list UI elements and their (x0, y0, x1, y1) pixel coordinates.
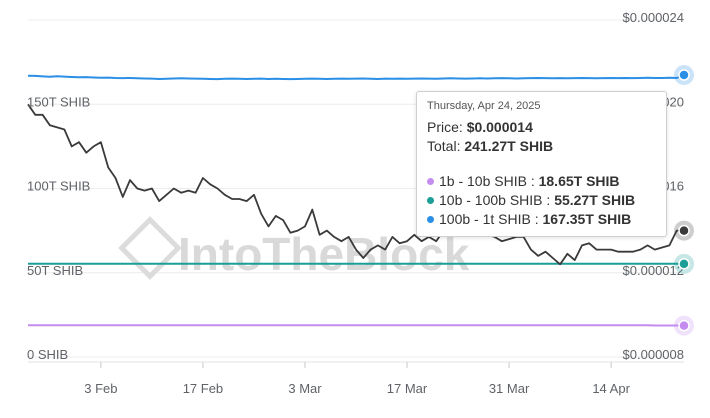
tooltip-row-label: 100b - 1t SHIB : (439, 211, 543, 227)
end-marker (678, 224, 690, 237)
series-layer (27, 74, 685, 327)
tooltip-total: Total: 241.27T SHIB (427, 137, 656, 156)
series-color-dot (427, 196, 434, 204)
end-marker (678, 258, 690, 270)
x-tick-label: 17 Feb (183, 381, 223, 396)
watermark-logo-icon (118, 216, 182, 280)
y-right-tick-label: $0.000024 (623, 10, 684, 25)
end-marker (678, 319, 690, 332)
tooltip-total-label: Total: (427, 138, 465, 154)
x-tick-label: 3 Feb (84, 381, 117, 396)
series-line (27, 103, 684, 266)
tooltip-price-value: $0.000014 (466, 119, 533, 135)
tooltip: Thursday, Apr 24, 2025 Price: $0.000014 … (416, 91, 667, 237)
tooltip-row-value: 55.27T SHIB (554, 192, 636, 208)
y-left-tick-label: 0 SHIB (27, 347, 68, 362)
tooltip-row-value: 18.65T SHIB (538, 173, 620, 189)
x-tick-label: 17 Mar (387, 381, 428, 396)
tooltip-row-100b-1t: 100b - 1t SHIB : 167.35T SHIB (427, 210, 656, 229)
tooltip-price: Price: $0.000014 (427, 118, 656, 137)
tooltip-row-label: 10b - 100b SHIB : (439, 192, 555, 208)
y-left-tick-label: 100T SHIB (27, 179, 90, 194)
tooltip-row-label: 1b - 10b SHIB : (439, 173, 539, 189)
x-tick-label: 3 Mar (288, 381, 322, 396)
tooltip-row-10b-100b: 10b - 100b SHIB : 55.27T SHIB (427, 191, 656, 210)
x-tick-label: 14 Apr (592, 381, 630, 396)
series-color-dot (427, 215, 434, 223)
tooltip-price-label: Price: (427, 119, 467, 135)
series-line (27, 74, 685, 81)
y-left-tick-label: 150T SHIB (27, 94, 90, 109)
tooltip-total-value: 241.27T SHIB (464, 138, 554, 154)
y-right-tick-label: $0.000012 (623, 263, 684, 278)
tooltip-row-value: 167.35T SHIB (542, 211, 632, 227)
series-color-dot (427, 177, 434, 185)
y-right-tick-label: $0.000008 (623, 347, 684, 362)
end-markers (674, 65, 694, 336)
tooltip-row-1b-10b: 1b - 10b SHIB : 18.65T SHIB (427, 172, 656, 191)
tooltip-date: Thursday, Apr 24, 2025 (427, 100, 541, 112)
end-marker (678, 69, 690, 81)
y-left-tick-label: 50T SHIB (27, 263, 83, 278)
x-tick-label: 31 Mar (489, 381, 530, 396)
